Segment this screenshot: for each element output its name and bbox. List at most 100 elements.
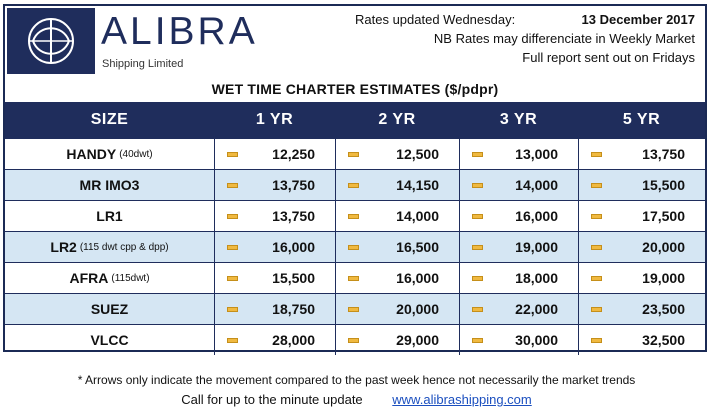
size-label: LR2 xyxy=(50,239,77,255)
rate-cell: 23,500 xyxy=(578,294,705,324)
rate-value: 28,000 xyxy=(272,332,315,348)
rate-cell: 16,500 xyxy=(335,232,459,262)
report-frame: ALIBRA Shipping Limited Rates updated We… xyxy=(3,4,707,355)
unchanged-dash-icon xyxy=(348,182,359,188)
rates-table: SIZE 1 YR 2 YR 3 YR 5 YR HANDY (40dwt) 12,… xyxy=(5,102,705,355)
rate-cell: 18,000 xyxy=(459,263,578,293)
size-label: SUEZ xyxy=(90,301,129,317)
rate-cell: 13,750 xyxy=(214,201,335,231)
size-note: (115 dwt cpp & dpp) xyxy=(79,241,169,253)
column-header-1yr: 1 YR xyxy=(255,111,294,128)
table-row: HANDY (40dwt) 12,250 12,500 13,000 13,750 xyxy=(5,138,705,169)
size-cell: AFRA (115dwt) xyxy=(5,263,214,293)
column-header-2yr: 2 YR xyxy=(378,111,416,128)
unchanged-dash-icon xyxy=(348,244,359,250)
rate-cell: 13,000 xyxy=(459,139,578,169)
unchanged-dash-icon xyxy=(472,275,483,281)
rate-value: 15,500 xyxy=(272,270,315,286)
call-line: Call for up to the minute update www.ali… xyxy=(0,392,713,407)
rate-value: 16,500 xyxy=(396,239,439,255)
rate-cell: 16,000 xyxy=(335,263,459,293)
size-note: (115dwt) xyxy=(111,272,150,284)
rate-value: 12,250 xyxy=(272,146,315,162)
unchanged-dash-icon xyxy=(227,275,238,281)
unchanged-dash-icon xyxy=(227,151,238,157)
call-text: Call for up to the minute update xyxy=(181,392,363,407)
size-label: HANDY xyxy=(66,146,117,162)
rate-cell: 13,750 xyxy=(214,170,335,200)
size-cell: LR2 (115 dwt cpp & dpp) xyxy=(5,232,214,262)
header: ALIBRA Shipping Limited Rates updated We… xyxy=(5,6,705,76)
rate-value: 16,000 xyxy=(396,270,439,286)
rate-cell: 20,000 xyxy=(335,294,459,324)
table-row: LR2 (115 dwt cpp & dpp) 16,000 16,500 19,000… xyxy=(5,231,705,262)
update-label: Rates updated Wednesday: xyxy=(355,12,516,27)
rate-value: 15,500 xyxy=(642,177,685,193)
unchanged-dash-icon xyxy=(472,151,483,157)
column-header-size: SIZE xyxy=(90,111,129,128)
rate-cell: 19,000 xyxy=(459,232,578,262)
unchanged-dash-icon xyxy=(591,306,602,312)
rate-cell: 30,000 xyxy=(459,325,578,355)
unchanged-dash-icon xyxy=(472,213,483,219)
unchanged-dash-icon xyxy=(348,337,359,343)
footnote: * Arrows only indicate the movement comp… xyxy=(77,373,636,387)
table-title: WET TIME CHARTER ESTIMATES ($/pdpr) xyxy=(211,81,499,97)
column-header-3yr: 3 YR xyxy=(499,111,538,128)
size-cell: HANDY (40dwt) xyxy=(5,139,214,169)
table-row: AFRA (115dwt) 15,500 16,000 18,000 19,000 xyxy=(5,262,705,293)
unchanged-dash-icon xyxy=(348,213,359,219)
size-note: (40dwt) xyxy=(119,148,153,160)
brand-tagline: Shipping Limited xyxy=(102,58,184,70)
unchanged-dash-icon xyxy=(472,182,483,188)
unchanged-dash-icon xyxy=(472,337,483,343)
unchanged-dash-icon xyxy=(591,337,602,343)
table-row: SUEZ 18,750 20,000 22,000 23,500 xyxy=(5,293,705,324)
rate-value: 32,500 xyxy=(642,332,685,348)
unchanged-dash-icon xyxy=(227,244,238,250)
rate-value: 16,000 xyxy=(515,208,558,224)
rate-cell: 32,500 xyxy=(578,325,705,355)
rate-cell: 16,000 xyxy=(459,201,578,231)
rate-value: 18,000 xyxy=(515,270,558,286)
rate-value: 14,000 xyxy=(396,208,439,224)
rate-cell: 14,000 xyxy=(335,201,459,231)
rate-value: 18,750 xyxy=(272,301,315,317)
size-cell: SUEZ xyxy=(5,294,214,324)
update-date: 13 December 2017 xyxy=(581,12,695,27)
size-cell: MR IMO3 xyxy=(5,170,214,200)
rate-value: 30,000 xyxy=(515,332,558,348)
rate-cell: 12,500 xyxy=(335,139,459,169)
table-row: MR IMO3 13,750 14,150 14,000 15,500 xyxy=(5,169,705,200)
rate-cell: 15,500 xyxy=(578,170,705,200)
update-note-2: Full report sent out on Fridays xyxy=(522,50,695,65)
size-label: LR1 xyxy=(96,208,123,224)
rate-value: 13,750 xyxy=(272,208,315,224)
rate-value: 14,150 xyxy=(396,177,439,193)
unchanged-dash-icon xyxy=(227,182,238,188)
size-label: AFRA xyxy=(69,270,109,286)
table-header: SIZE 1 YR 2 YR 3 YR 5 YR xyxy=(5,102,705,138)
rate-cell: 17,500 xyxy=(578,201,705,231)
rate-value: 17,500 xyxy=(642,208,685,224)
rate-cell: 15,500 xyxy=(214,263,335,293)
rate-cell: 12,250 xyxy=(214,139,335,169)
rate-value: 29,000 xyxy=(396,332,439,348)
unchanged-dash-icon xyxy=(591,151,602,157)
rate-cell: 20,000 xyxy=(578,232,705,262)
column-header-5yr: 5 YR xyxy=(622,111,661,128)
rate-value: 23,500 xyxy=(642,301,685,317)
rate-value: 22,000 xyxy=(515,301,558,317)
unchanged-dash-icon xyxy=(472,244,483,250)
rate-value: 19,000 xyxy=(515,239,558,255)
scales-logo-icon xyxy=(28,18,74,64)
size-cell: LR1 xyxy=(5,201,214,231)
rate-value: 13,750 xyxy=(272,177,315,193)
table-row: VLCC 28,000 29,000 30,000 32,500 xyxy=(5,324,705,355)
website-link[interactable]: www.alibrashipping.com xyxy=(392,392,532,407)
unchanged-dash-icon xyxy=(472,306,483,312)
unchanged-dash-icon xyxy=(591,182,602,188)
table-row: LR1 13,750 14,000 16,000 17,500 xyxy=(5,200,705,231)
unchanged-dash-icon xyxy=(591,275,602,281)
rate-value: 20,000 xyxy=(642,239,685,255)
